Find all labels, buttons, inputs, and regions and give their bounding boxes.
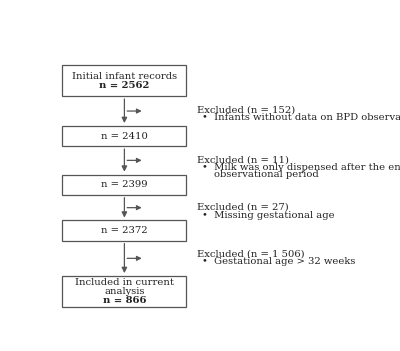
Text: •  Infants without data on BPD observational period: • Infants without data on BPD observatio… [202,113,400,122]
FancyBboxPatch shape [62,220,186,241]
Text: •  Milk was only dispensed after the end of BPD: • Milk was only dispensed after the end … [202,163,400,172]
FancyBboxPatch shape [62,174,186,195]
Text: Excluded (n = 27): Excluded (n = 27) [197,203,289,212]
Text: •  Gestational age > 32 weeks: • Gestational age > 32 weeks [202,257,355,266]
Text: observational period: observational period [214,170,319,179]
Text: Excluded (n = 11): Excluded (n = 11) [197,155,289,164]
FancyBboxPatch shape [62,126,186,146]
Text: analysis: analysis [104,287,145,296]
Text: n = 2562: n = 2562 [99,81,150,90]
Text: n = 2372: n = 2372 [101,226,148,235]
FancyBboxPatch shape [62,65,186,96]
Text: Excluded (n = 1 506): Excluded (n = 1 506) [197,250,305,259]
Text: n = 2399: n = 2399 [101,180,148,189]
Text: n = 2410: n = 2410 [101,132,148,140]
Text: Included in current: Included in current [75,278,174,287]
Text: Initial infant records: Initial infant records [72,72,177,81]
Text: n = 866: n = 866 [103,296,146,305]
FancyBboxPatch shape [62,276,186,307]
Text: •  Missing gestational age: • Missing gestational age [202,211,334,220]
Text: Excluded (n = 152): Excluded (n = 152) [197,106,296,115]
